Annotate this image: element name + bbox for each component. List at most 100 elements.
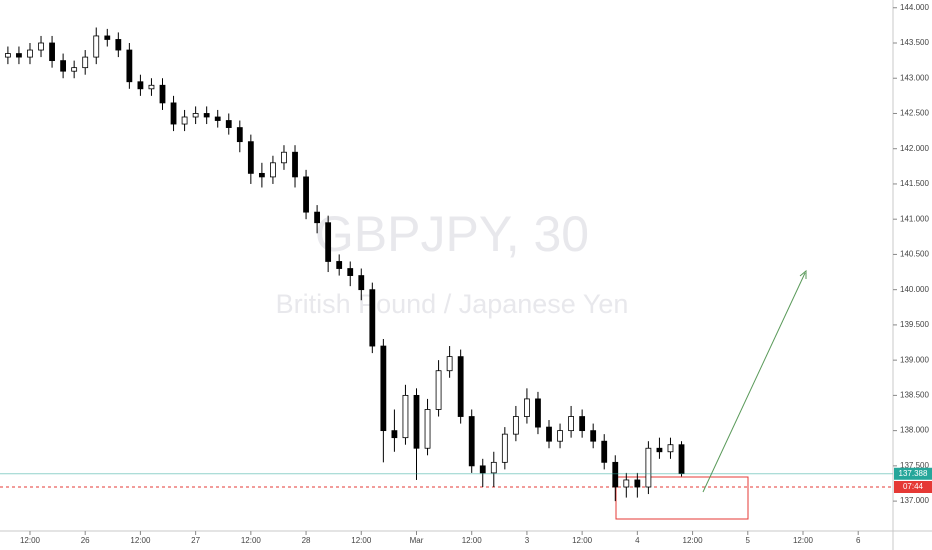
countdown-label: 07:44 <box>903 482 924 491</box>
candle-body <box>214 116 221 121</box>
x-tick-label: 12:00 <box>241 536 262 545</box>
candle-body <box>181 116 188 125</box>
x-tick-label: 12:00 <box>130 536 151 545</box>
candle-body <box>524 398 530 417</box>
candle-body <box>71 67 78 72</box>
x-tick-label: 12:00 <box>572 536 593 545</box>
candle-body <box>325 222 332 262</box>
y-tick-label: 142.000 <box>900 144 929 153</box>
candle-body <box>159 84 166 104</box>
y-tick-label: 141.000 <box>900 214 929 223</box>
candle-body <box>656 447 663 453</box>
candle-body <box>623 479 630 488</box>
x-tick-label: 12:00 <box>20 536 41 545</box>
y-tick-label: 137.000 <box>900 496 929 505</box>
candle-body <box>336 261 343 269</box>
candle-body <box>49 42 55 62</box>
countdown-box <box>894 481 932 493</box>
y-tick-label: 138.000 <box>900 426 929 435</box>
trend-arrow <box>702 272 806 493</box>
candle-body <box>38 42 44 51</box>
candle-body <box>568 416 574 432</box>
zone-rectangle <box>615 476 749 520</box>
candle-body <box>27 49 33 58</box>
candle-body <box>413 394 420 449</box>
candle-body <box>601 440 608 463</box>
x-tick-label: 4 <box>635 536 640 545</box>
candle-body <box>535 398 541 428</box>
x-tick-label: 3 <box>525 536 530 545</box>
candle-body <box>501 433 508 463</box>
candle-body <box>225 120 232 128</box>
y-tick-label: 139.500 <box>900 320 929 329</box>
candle-body <box>16 53 22 58</box>
last-price-box <box>894 467 932 480</box>
y-tick-label: 143.000 <box>900 73 929 82</box>
candle-body <box>435 370 442 410</box>
candle-body <box>402 394 409 439</box>
candle-body <box>479 465 486 474</box>
candle-body <box>369 289 376 347</box>
candle-body <box>667 444 674 453</box>
x-tick-label: 12:00 <box>683 536 704 545</box>
candle-body <box>645 447 652 488</box>
y-tick-label: 143.500 <box>900 38 929 47</box>
candle-body <box>137 81 144 90</box>
candle-body <box>590 430 597 442</box>
x-tick-label: 12:00 <box>793 536 814 545</box>
candle-body <box>490 461 497 474</box>
candle-body <box>115 39 122 51</box>
candle-body <box>4 53 11 58</box>
candle-body <box>634 479 641 488</box>
y-tick-label: 139.000 <box>900 355 929 364</box>
candle-body <box>60 60 67 72</box>
candle-body <box>303 176 309 213</box>
candle-body <box>126 49 133 83</box>
watermark-description: British Pound / Japanese Yen <box>276 289 629 319</box>
x-tick-label: 6 <box>856 536 861 545</box>
candle-body <box>612 461 619 488</box>
candle-body <box>247 141 254 174</box>
y-tick-label: 140.000 <box>900 285 929 294</box>
candle-body <box>358 275 365 291</box>
candle-body <box>678 444 685 475</box>
y-tick-label: 137.500 <box>900 461 929 470</box>
trend-arrow-head <box>799 269 807 279</box>
candle-body <box>82 56 89 69</box>
candle-body <box>347 268 354 276</box>
candle-body <box>424 409 431 449</box>
candle-body <box>148 84 155 90</box>
candle-body <box>203 113 210 118</box>
x-tick-label: 5 <box>746 536 751 545</box>
candle-body <box>270 162 276 178</box>
candle-body <box>391 430 398 439</box>
candle-body <box>457 356 464 417</box>
candle-body <box>468 416 475 467</box>
y-tick-label: 144.000 <box>900 3 929 12</box>
candle-body <box>557 430 563 442</box>
candle-body <box>512 416 519 435</box>
y-tick-label: 140.500 <box>900 250 929 259</box>
candle-body <box>380 345 387 432</box>
candle-body <box>292 151 298 178</box>
x-tick-label: 12:00 <box>351 536 372 545</box>
x-tick-label: Mar <box>410 536 424 545</box>
candle-body <box>446 356 453 372</box>
y-tick-label: 142.500 <box>900 109 929 118</box>
x-tick-label: 26 <box>81 536 90 545</box>
candle-body <box>236 127 243 143</box>
candle-body <box>281 151 287 164</box>
y-tick-label: 138.500 <box>900 390 929 399</box>
y-tick-label: 141.500 <box>900 179 929 188</box>
candle-body <box>314 211 321 224</box>
candle-body <box>546 426 552 442</box>
watermark-symbol: GBPJPY, 30 <box>315 206 589 262</box>
x-tick-label: 27 <box>191 536 200 545</box>
candle-body <box>104 35 111 40</box>
candle-body <box>579 416 586 432</box>
candle-body <box>170 102 177 125</box>
candle-body <box>258 172 265 178</box>
